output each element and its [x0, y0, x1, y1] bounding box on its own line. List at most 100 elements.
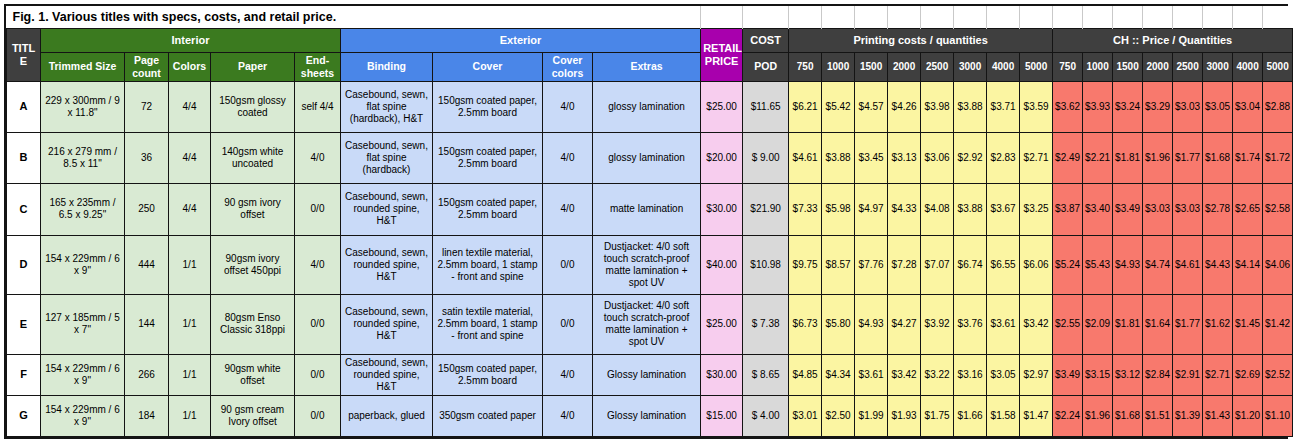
cell-printing-cost[interactable]: $4.93 — [855, 295, 888, 355]
cell-printing-cost[interactable]: $1.47 — [1020, 395, 1053, 436]
cell-ch-price[interactable]: $1.81 — [1113, 132, 1143, 183]
cell-printing-cost[interactable]: $3.45 — [855, 132, 888, 183]
cell-printing-cost[interactable]: $6.21 — [789, 81, 822, 132]
cell-extras[interactable]: Glossy lamination — [593, 354, 701, 395]
cell-ch-price[interactable]: $3.05 — [1203, 81, 1233, 132]
cell-end-sheets[interactable]: 4/0 — [295, 235, 341, 295]
cell-printing-cost[interactable]: $3.61 — [987, 295, 1020, 355]
cell-ch-price[interactable]: $2.52 — [1263, 354, 1293, 395]
cell-cost-pod[interactable]: $ 9.00 — [743, 132, 789, 183]
cell-end-sheets[interactable]: 0/0 — [295, 395, 341, 436]
empty-grid-cell[interactable] — [701, 6, 743, 28]
cell-printing-cost[interactable]: $3.01 — [789, 395, 822, 436]
cell-extras[interactable]: glossy lamination — [593, 81, 701, 132]
cell-colors[interactable]: 4/4 — [169, 81, 211, 132]
cell-printing-cost[interactable]: $4.97 — [855, 184, 888, 235]
cell-end-sheets[interactable]: self 4/4 — [295, 81, 341, 132]
cell-cover-colors[interactable]: 0/0 — [543, 235, 593, 295]
cell-ch-price[interactable]: $1.43 — [1203, 395, 1233, 436]
cell-ch-price[interactable]: $2.69 — [1233, 354, 1263, 395]
cell-retail-price[interactable]: $15.00 — [701, 395, 743, 436]
cell-cover-colors[interactable]: 4/0 — [543, 395, 593, 436]
cell-title[interactable]: E — [7, 295, 41, 355]
cell-ch-price[interactable]: $3.03 — [1173, 81, 1203, 132]
cell-ch-price[interactable]: $3.93 — [1083, 81, 1113, 132]
cell-cover-colors[interactable]: 0/0 — [543, 295, 593, 355]
cell-ch-price[interactable]: $2.58 — [1263, 184, 1293, 235]
cell-printing-cost[interactable]: $1.99 — [855, 395, 888, 436]
cell-page-count[interactable]: 444 — [125, 235, 169, 295]
cell-end-sheets[interactable]: 4/0 — [295, 132, 341, 183]
cell-printing-cost[interactable]: $2.50 — [822, 395, 855, 436]
cell-colors[interactable]: 1/1 — [169, 354, 211, 395]
cell-printing-cost[interactable]: $3.76 — [954, 295, 987, 355]
cell-printing-cost[interactable]: $4.34 — [822, 354, 855, 395]
cell-page-count[interactable]: 184 — [125, 395, 169, 436]
cell-ch-price[interactable]: $1.68 — [1113, 395, 1143, 436]
cell-printing-cost[interactable]: $3.92 — [921, 295, 954, 355]
cell-ch-price[interactable]: $1.62 — [1203, 295, 1233, 355]
cell-ch-price[interactable]: $2.78 — [1203, 184, 1233, 235]
cell-ch-price[interactable]: $3.49 — [1113, 184, 1143, 235]
cell-printing-cost[interactable]: $6.06 — [1020, 235, 1053, 295]
cell-trimmed-size[interactable]: 165 x 235mm / 6.5 x 9.25" — [41, 184, 125, 235]
cell-binding[interactable]: Casebound, sewn, rounded spine, H&T — [341, 235, 433, 295]
cell-printing-cost[interactable]: $9.75 — [789, 235, 822, 295]
cell-ch-price[interactable]: $4.43 — [1203, 235, 1233, 295]
cell-printing-cost[interactable]: $3.98 — [921, 81, 954, 132]
cell-paper[interactable]: 90 gsm cream Ivory offset — [211, 395, 295, 436]
cell-paper[interactable]: 90gsm white offset — [211, 354, 295, 395]
cell-title[interactable]: B — [7, 132, 41, 183]
cell-cover[interactable]: 150gsm coated paper, 2.5mm board — [433, 354, 543, 395]
cell-ch-price[interactable]: $4.61 — [1173, 235, 1203, 295]
cell-ch-price[interactable]: $1.68 — [1203, 132, 1233, 183]
cell-trimmed-size[interactable]: 154 x 229mm / 6 x 9" — [41, 354, 125, 395]
cell-printing-cost[interactable]: $3.16 — [954, 354, 987, 395]
cell-extras[interactable]: glossy lamination — [593, 132, 701, 183]
cell-ch-price[interactable]: $3.03 — [1173, 184, 1203, 235]
cell-title[interactable]: D — [7, 235, 41, 295]
cell-ch-price[interactable]: $1.10 — [1263, 395, 1293, 436]
empty-grid-cell[interactable] — [954, 6, 987, 28]
cell-printing-cost[interactable]: $3.42 — [1020, 295, 1053, 355]
cell-binding[interactable]: Casebound, sewn, flat spine (hardback), … — [341, 81, 433, 132]
cell-cover[interactable]: satin textile material, 2.5mm board, 1 s… — [433, 295, 543, 355]
cell-ch-price[interactable]: $4.74 — [1143, 235, 1173, 295]
cell-ch-price[interactable]: $3.03 — [1143, 184, 1173, 235]
cell-extras[interactable]: Dustjacket: 4/0 soft touch scratch-proof… — [593, 295, 701, 355]
cell-end-sheets[interactable]: 0/0 — [295, 184, 341, 235]
cell-cover-colors[interactable]: 4/0 — [543, 81, 593, 132]
cell-ch-price[interactable]: $5.24 — [1053, 235, 1083, 295]
cell-printing-cost[interactable]: $2.97 — [1020, 354, 1053, 395]
cell-extras[interactable]: Glossy lamination — [593, 395, 701, 436]
cell-printing-cost[interactable]: $3.67 — [987, 184, 1020, 235]
cell-binding[interactable]: paperback, glued — [341, 395, 433, 436]
cell-page-count[interactable]: 72 — [125, 81, 169, 132]
cell-printing-cost[interactable]: $1.75 — [921, 395, 954, 436]
cell-printing-cost[interactable]: $4.61 — [789, 132, 822, 183]
cell-ch-price[interactable]: $5.43 — [1083, 235, 1113, 295]
cell-ch-price[interactable]: $1.39 — [1173, 395, 1203, 436]
cell-ch-price[interactable]: $2.09 — [1083, 295, 1113, 355]
cell-paper[interactable]: 80gsm Enso Classic 318ppi — [211, 295, 295, 355]
cell-cover[interactable]: 150gsm coated paper, 2.5mm board — [433, 132, 543, 183]
cell-paper[interactable]: 90gsm ivory offset 450ppi — [211, 235, 295, 295]
cell-printing-cost[interactable]: $3.88 — [954, 184, 987, 235]
cell-printing-cost[interactable]: $7.07 — [921, 235, 954, 295]
cell-printing-cost[interactable]: $7.28 — [888, 235, 921, 295]
cell-printing-cost[interactable]: $3.61 — [855, 354, 888, 395]
cell-printing-cost[interactable]: $7.33 — [789, 184, 822, 235]
empty-grid-cell[interactable] — [1203, 6, 1233, 28]
cell-cover[interactable]: 150gsm coated paper, 2.5mm board — [433, 81, 543, 132]
cell-printing-cost[interactable]: $5.80 — [822, 295, 855, 355]
cell-title[interactable]: A — [7, 81, 41, 132]
cell-title[interactable]: G — [7, 395, 41, 436]
empty-grid-cell[interactable] — [1083, 6, 1113, 28]
cell-printing-cost[interactable]: $3.88 — [954, 81, 987, 132]
cell-ch-price[interactable]: $3.87 — [1053, 184, 1083, 235]
cell-trimmed-size[interactable]: 154 x 229mm / 6 x 9" — [41, 235, 125, 295]
cell-ch-price[interactable]: $3.12 — [1113, 354, 1143, 395]
cell-printing-cost[interactable]: $3.13 — [888, 132, 921, 183]
empty-grid-cell[interactable] — [987, 6, 1020, 28]
cell-cost-pod[interactable]: $11.65 — [743, 81, 789, 132]
